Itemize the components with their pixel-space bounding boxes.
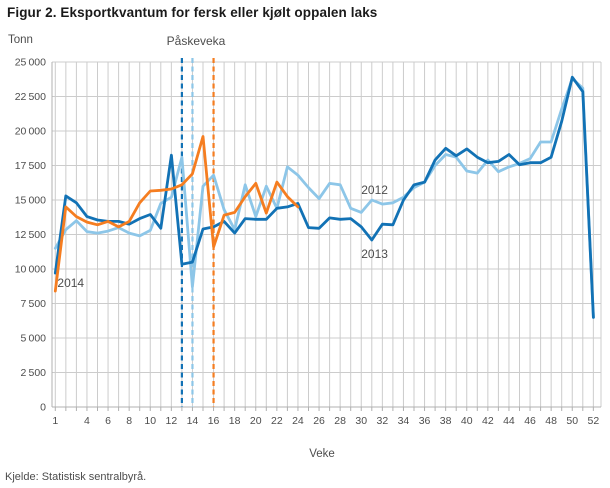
x-tick-label: 34 xyxy=(398,415,410,427)
x-tick-label: 28 xyxy=(334,415,346,427)
y-tick-label: 2 500 xyxy=(21,367,47,379)
x-tick-label: 24 xyxy=(292,415,304,427)
x-tick-label: 52 xyxy=(588,415,600,427)
series-line-2014 xyxy=(53,135,300,293)
x-tick-label: 50 xyxy=(566,415,578,427)
y-tick-label: 25 000 xyxy=(15,57,46,69)
x-tick-label: 48 xyxy=(545,415,557,427)
x-tick-label: 8 xyxy=(126,415,132,427)
y-tick-label: 15 000 xyxy=(15,195,46,207)
y-tick-label: 10 000 xyxy=(15,264,46,276)
x-tick-label: 16 xyxy=(208,415,220,427)
x-tick-label: 6 xyxy=(105,415,111,427)
x-axis-title: Veke xyxy=(309,448,335,460)
x-tick-label: 12 xyxy=(166,415,178,427)
y-tick-label: 0 xyxy=(40,402,46,414)
x-tick-label: 32 xyxy=(377,415,389,427)
x-tick-label: 46 xyxy=(524,415,536,427)
x-tick-label: 36 xyxy=(419,415,431,427)
x-tick-label: 44 xyxy=(503,415,515,427)
line-chart: 0 2 500 5 000 7 500 10 000 12 500 15 000 17 500… xyxy=(15,57,602,427)
x-tick-label: 42 xyxy=(482,415,494,427)
y-tick-label: 5 000 xyxy=(21,333,47,345)
y-axis-title: Tonn xyxy=(8,34,33,46)
x-tick-label: 10 xyxy=(144,415,156,427)
chart-title: Figur 2. Eksportkvantum for fersk eller … xyxy=(7,5,378,20)
series-line-2013 xyxy=(53,75,595,319)
series-label-2012: 2012 xyxy=(361,183,388,198)
y-tick-label: 17 500 xyxy=(15,160,46,172)
y-tick-label: 12 500 xyxy=(15,229,46,241)
easter-week-annotation: Påskeveka xyxy=(166,34,226,48)
x-tick-label: 4 xyxy=(84,415,90,427)
y-tick-label: 7 500 xyxy=(21,298,47,310)
x-tick-label: 38 xyxy=(440,415,452,427)
series-label-2013: 2013 xyxy=(361,246,388,261)
x-tick-label: 40 xyxy=(461,415,473,427)
x-tick-label: 30 xyxy=(355,415,367,427)
source-note: Kjelde: Statistisk sentralbyrå. xyxy=(5,471,147,483)
x-tick-label: 14 xyxy=(187,415,199,427)
x-tick-label: 22 xyxy=(271,415,283,427)
x-tick-label: 26 xyxy=(313,415,325,427)
x-tick-label: 20 xyxy=(250,415,262,427)
x-tick-label: 18 xyxy=(229,415,241,427)
x-tick-label: 1 xyxy=(52,415,58,427)
series-line-2012 xyxy=(53,77,595,319)
y-tick-label: 20 000 xyxy=(15,126,46,138)
y-tick-label: 22 500 xyxy=(15,91,46,103)
series-label-2014: 2014 xyxy=(57,275,85,290)
